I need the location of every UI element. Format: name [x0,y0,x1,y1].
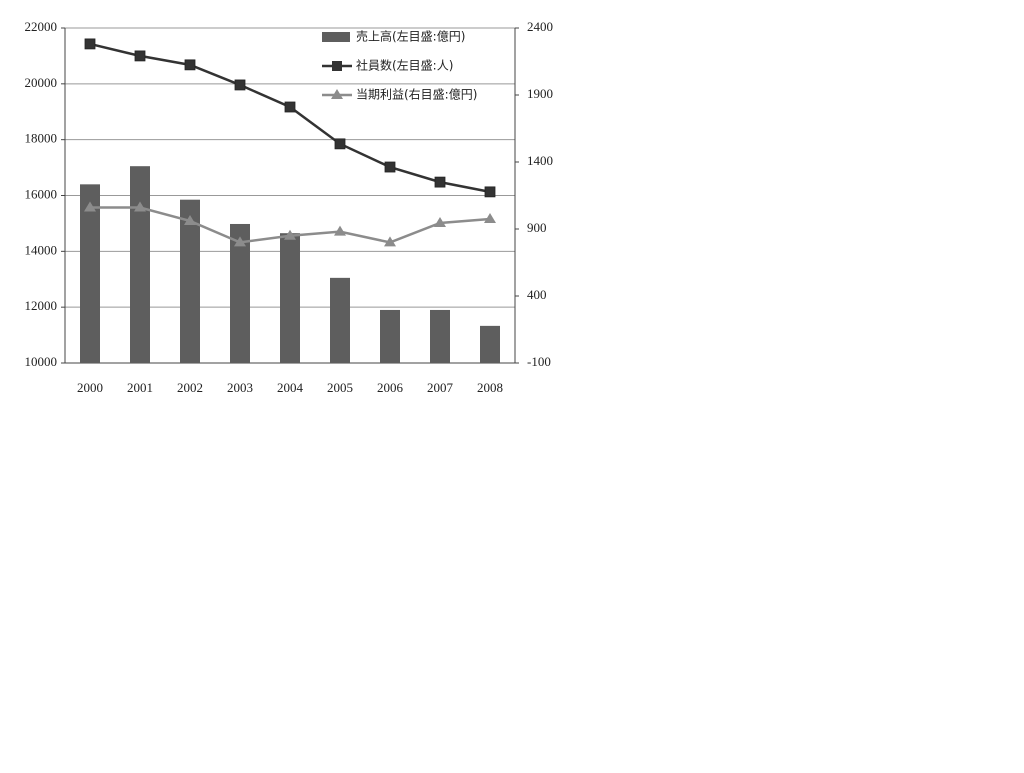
y-tick-label: 18000 [25,131,58,146]
x-tick-label: 2005 [327,380,353,395]
bar [80,184,100,363]
y2-tick-label: 400 [527,287,547,302]
bar [380,309,400,363]
y2-tick-label: 1400 [527,153,553,168]
legend-label: 売上高(左目盛:億円) [356,29,465,44]
y-tick-label: 10000 [25,354,58,369]
legend: 売上高(左目盛:億円) 社員数(左目盛:人) 当期利益(右目盛:億円) [322,29,477,102]
x-tick-label: 2003 [227,380,253,395]
legend-marker [331,89,343,99]
marker [284,101,296,113]
marker [134,50,146,62]
marker [434,216,446,227]
y-tick-label: 22000 [25,19,58,34]
x-tick-label: 2004 [277,380,304,395]
y-tick-label: 12000 [25,298,58,313]
x-tick-label: 2008 [477,380,503,395]
legend-label: 当期利益(右目盛:億円) [356,87,477,102]
y2-tick-label: 1900 [527,86,553,101]
marker [184,59,196,71]
y2-tick-label: 900 [527,220,547,235]
legend-label: 社員数(左目盛:人) [356,58,453,73]
x-tick-label: 2007 [427,380,454,395]
bar [430,309,450,363]
bar [480,325,500,363]
y-tick-label: 20000 [25,75,58,90]
marker [284,229,296,240]
y2-tick-label: -100 [527,354,551,369]
x-tick-label: 2000 [77,380,103,395]
marker [384,161,396,173]
bar [180,199,200,363]
x-tick-label: 2001 [127,380,153,395]
marker [234,236,246,247]
y2-tick-label: 2400 [527,19,553,34]
marker [434,176,446,188]
bar [230,223,250,363]
y-tick-label: 14000 [25,242,58,257]
marker [484,212,496,223]
marker [334,138,346,150]
marker [84,38,96,50]
bar [330,277,350,363]
marker [384,236,396,247]
marker [484,186,496,198]
bar [130,166,150,363]
marker [84,201,96,212]
y-tick-label: 16000 [25,186,58,201]
marker [334,225,346,236]
marker [184,214,196,225]
x-tick-label: 2006 [377,380,404,395]
legend-swatch [322,32,350,42]
legend-marker [332,61,342,71]
marker [234,79,246,91]
bar [280,233,300,363]
marker [134,201,146,212]
x-tick-label: 2002 [177,380,203,395]
